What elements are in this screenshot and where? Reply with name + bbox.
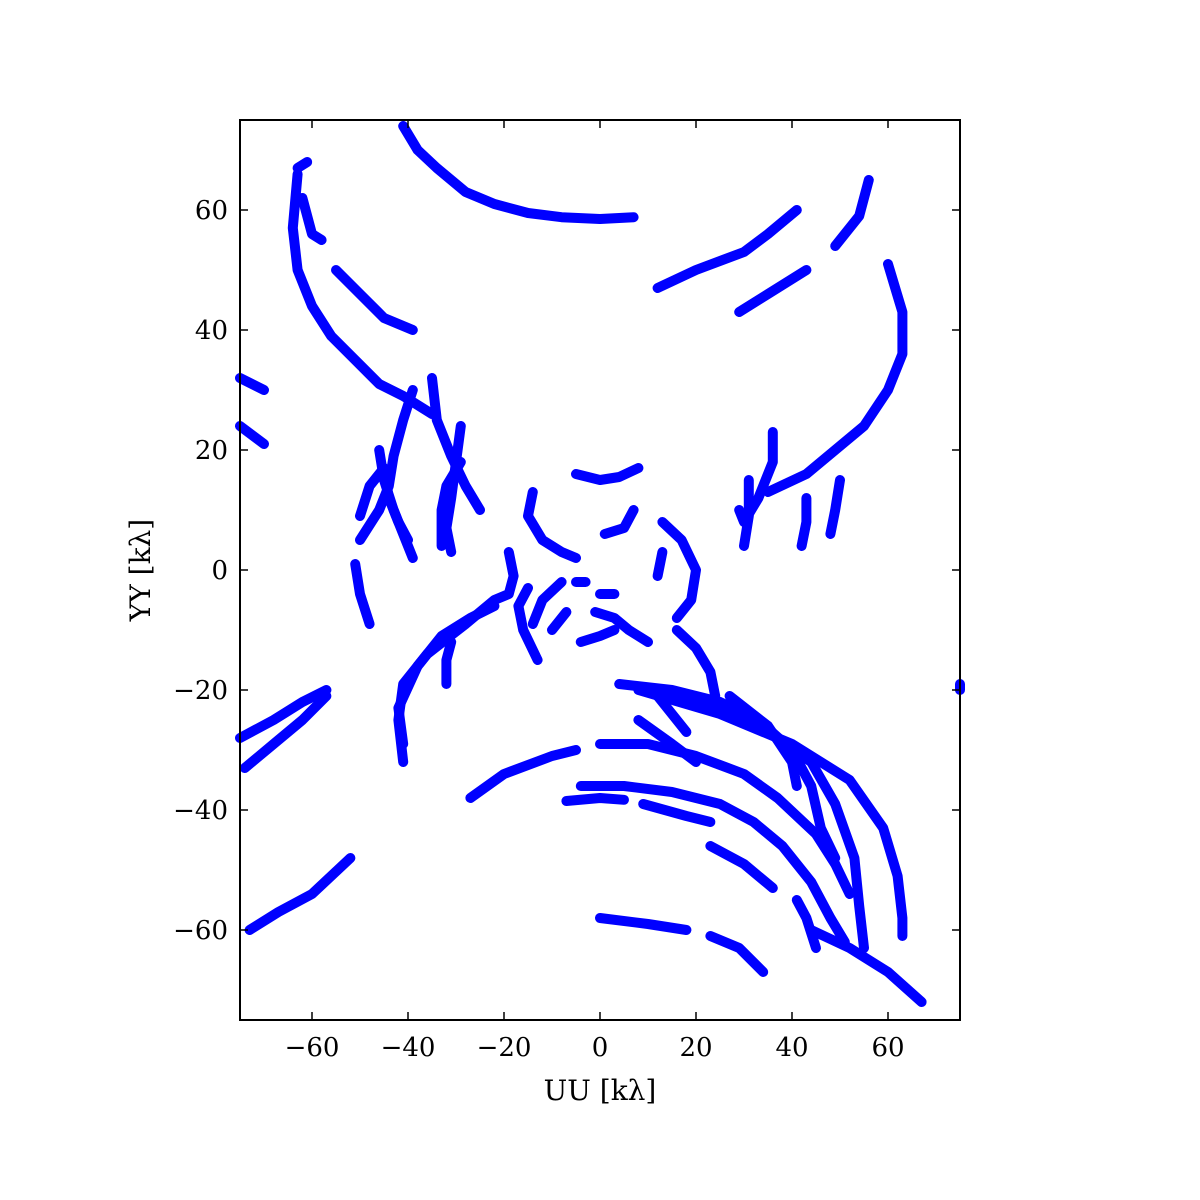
uv-track-44 bbox=[791, 895, 821, 953]
uv-track-39 bbox=[561, 793, 629, 806]
uv-track-28 bbox=[590, 607, 653, 647]
uv-track-16 bbox=[599, 505, 639, 539]
x-tick-label: 20 bbox=[679, 1033, 712, 1063]
y-tick-label: 0 bbox=[211, 556, 228, 586]
uv-track-43 bbox=[705, 931, 769, 977]
uv-track-14 bbox=[523, 487, 581, 563]
uv-track-52 bbox=[830, 175, 874, 251]
uv-track-7 bbox=[355, 385, 418, 545]
uv-track-50 bbox=[652, 205, 802, 293]
uv-track-38 bbox=[575, 781, 850, 947]
uv-track-29 bbox=[671, 625, 721, 701]
x-tick-label: 0 bbox=[592, 1033, 609, 1063]
uv-track-42 bbox=[595, 913, 692, 935]
uv-track-37 bbox=[465, 745, 581, 803]
uv-track-21 bbox=[441, 637, 457, 689]
uv-track-13 bbox=[436, 457, 466, 551]
uv-track-33 bbox=[724, 691, 802, 791]
y-tick-label: −20 bbox=[173, 676, 228, 706]
uv-track-46 bbox=[235, 685, 332, 743]
y-axis-label: YY [kλ] bbox=[124, 519, 157, 622]
uv-track-3 bbox=[297, 193, 327, 245]
uv-track-40 bbox=[638, 799, 716, 827]
uv-track-17 bbox=[657, 517, 701, 623]
uv-track-47 bbox=[239, 691, 332, 773]
x-axis-label: UU [kλ] bbox=[544, 1074, 657, 1107]
uv-track-20 bbox=[393, 601, 500, 749]
uv-track-8 bbox=[350, 559, 375, 629]
uv-track-6 bbox=[235, 421, 269, 449]
y-tick-label: −40 bbox=[173, 796, 228, 826]
uv-track-32 bbox=[633, 685, 908, 941]
uv-track-10 bbox=[355, 463, 413, 545]
uv-track-53 bbox=[763, 259, 908, 497]
uv-track-55 bbox=[739, 475, 754, 551]
uv-track-34 bbox=[652, 691, 692, 737]
y-tick-label: −60 bbox=[173, 916, 228, 946]
uv-track-4 bbox=[331, 265, 418, 335]
uv-track-0 bbox=[398, 121, 639, 224]
uv-track-36 bbox=[595, 739, 855, 899]
y-axis-ticks: −60 −40 −20 0 20 40 60 bbox=[173, 196, 960, 946]
uv-track-5 bbox=[235, 373, 269, 395]
uv-track-54 bbox=[734, 427, 778, 527]
uv-track-27 bbox=[575, 625, 620, 647]
uv-track-41 bbox=[705, 841, 778, 893]
uv-track-12 bbox=[441, 421, 466, 557]
uv-track-15 bbox=[571, 463, 644, 485]
uv-track-1 bbox=[292, 157, 313, 173]
uv-track-23 bbox=[527, 577, 567, 629]
uv-track-22 bbox=[513, 583, 543, 665]
uv-track-18 bbox=[652, 547, 668, 581]
x-tick-label: 40 bbox=[775, 1033, 808, 1063]
x-tick-label: −60 bbox=[285, 1033, 340, 1063]
uv-track-48 bbox=[244, 853, 356, 935]
plot-background bbox=[240, 120, 960, 1020]
uv-track-56 bbox=[796, 493, 812, 551]
y-tick-label: 60 bbox=[195, 196, 228, 226]
uv-track-57 bbox=[825, 475, 845, 539]
y-tick-label: 40 bbox=[195, 316, 228, 346]
x-tick-label: 60 bbox=[871, 1033, 904, 1063]
uv-track-51 bbox=[734, 265, 812, 317]
data-tracks bbox=[235, 121, 965, 1007]
y-tick-label: 20 bbox=[195, 436, 228, 466]
x-tick-label: −40 bbox=[381, 1033, 436, 1063]
uv-track-11 bbox=[427, 373, 485, 515]
uv-track-24 bbox=[547, 607, 572, 635]
uv-track-45 bbox=[806, 925, 927, 1007]
x-axis-ticks: −60 −40 −20 0 20 40 60 bbox=[285, 120, 905, 1063]
x-tick-label: −20 bbox=[477, 1033, 532, 1063]
